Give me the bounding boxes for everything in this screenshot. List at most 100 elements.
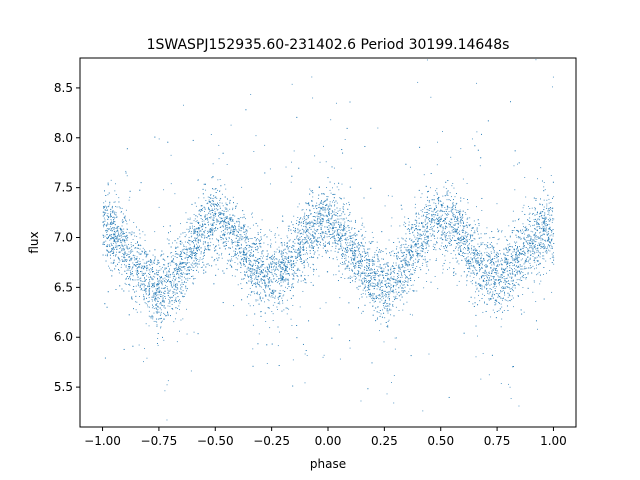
- data-point: [286, 235, 288, 237]
- data-point: [329, 208, 330, 210]
- data-point: [128, 251, 130, 253]
- data-point: [184, 241, 186, 243]
- data-point: [279, 279, 281, 281]
- data-point: [212, 244, 214, 246]
- data-point: [507, 251, 509, 253]
- data-point: [443, 247, 445, 249]
- data-point: [407, 280, 409, 282]
- data-point: [335, 212, 337, 214]
- data-point: [331, 224, 333, 226]
- data-point: [179, 256, 181, 257]
- data-point: [281, 261, 283, 263]
- data-point: [534, 261, 536, 263]
- data-point: [259, 271, 261, 273]
- data-point: [503, 278, 505, 280]
- data-point: [493, 248, 494, 250]
- data-point: [520, 248, 522, 250]
- data-point: [418, 229, 420, 230]
- data-point: [381, 258, 383, 260]
- data-point: [208, 264, 210, 266]
- data-point: [183, 244, 185, 246]
- data-point: [295, 251, 297, 253]
- data-point: [340, 247, 342, 249]
- data-point: [490, 275, 492, 277]
- data-point: [373, 286, 375, 287]
- data-point: [210, 134, 212, 135]
- data-point: [527, 219, 529, 221]
- data-point: [304, 382, 306, 384]
- data-point: [113, 241, 115, 242]
- data-point: [408, 221, 410, 223]
- data-point: [334, 235, 335, 237]
- data-point: [269, 272, 271, 273]
- data-point: [198, 271, 199, 273]
- data-point: [282, 302, 284, 304]
- data-point: [368, 269, 370, 271]
- data-point: [234, 222, 236, 224]
- data-point: [448, 235, 450, 237]
- data-point: [114, 201, 116, 203]
- data-point: [444, 207, 446, 208]
- data-point: [352, 244, 354, 246]
- data-point: [117, 256, 119, 258]
- data-point: [162, 287, 164, 289]
- data-point: [131, 267, 133, 269]
- data-point: [488, 253, 490, 255]
- data-point: [379, 267, 381, 269]
- data-point: [381, 268, 383, 270]
- data-point: [403, 272, 405, 273]
- data-point: [308, 216, 310, 218]
- data-point: [433, 216, 435, 218]
- data-point: [462, 255, 463, 257]
- data-point: [110, 251, 111, 253]
- data-point: [309, 221, 311, 223]
- data-point: [135, 270, 137, 272]
- data-point: [307, 265, 309, 267]
- data-point: [123, 249, 125, 251]
- data-point: [490, 260, 492, 261]
- data-point: [476, 253, 478, 255]
- data-point: [399, 276, 401, 278]
- data-point: [122, 213, 124, 215]
- data-point: [339, 197, 341, 199]
- data-point: [252, 348, 254, 350]
- data-point: [333, 211, 335, 213]
- data-point: [264, 144, 266, 146]
- data-point: [457, 244, 459, 246]
- data-point: [280, 253, 282, 255]
- data-point: [240, 235, 242, 237]
- data-point: [126, 228, 128, 230]
- data-point: [425, 216, 427, 218]
- data-point: [244, 234, 246, 235]
- data-point: [165, 284, 167, 286]
- data-point: [515, 282, 517, 283]
- data-point: [377, 271, 379, 272]
- data-point: [148, 273, 150, 274]
- data-point: [390, 314, 392, 316]
- data-point: [288, 250, 290, 252]
- data-point: [395, 253, 397, 255]
- data-point: [112, 242, 114, 244]
- data-point: [361, 265, 363, 267]
- data-point: [207, 221, 209, 223]
- data-point: [228, 227, 230, 229]
- data-point: [499, 276, 501, 278]
- data-point: [297, 269, 299, 271]
- data-point: [447, 238, 449, 240]
- data-point: [503, 282, 505, 283]
- data-point: [437, 224, 439, 226]
- data-point: [416, 242, 418, 244]
- data-point: [447, 232, 449, 234]
- data-point: [311, 200, 313, 202]
- data-point: [387, 324, 389, 326]
- data-point: [110, 179, 112, 181]
- data-point: [470, 257, 472, 259]
- data-point: [308, 236, 310, 238]
- data-point: [116, 206, 118, 208]
- data-point: [386, 310, 388, 312]
- data-point: [180, 288, 182, 290]
- data-point: [290, 255, 292, 257]
- data-point: [226, 229, 228, 231]
- data-point: [190, 232, 192, 234]
- data-point: [453, 187, 455, 189]
